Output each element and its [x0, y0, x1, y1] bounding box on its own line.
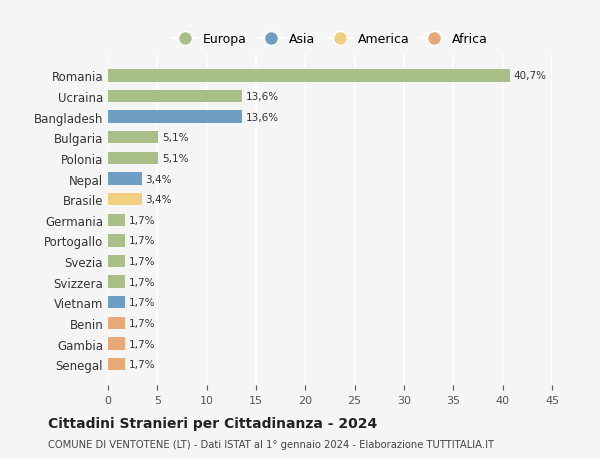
Text: 3,4%: 3,4% — [145, 174, 172, 184]
Bar — [108, 317, 125, 330]
Bar — [108, 70, 509, 83]
Text: Cittadini Stranieri per Cittadinanza - 2024: Cittadini Stranieri per Cittadinanza - 2… — [48, 416, 377, 430]
Bar — [108, 152, 158, 165]
Text: 1,7%: 1,7% — [129, 236, 155, 246]
Bar — [108, 194, 142, 206]
Legend: Europa, Asia, America, Africa: Europa, Asia, America, Africa — [167, 28, 493, 51]
Bar — [108, 111, 242, 123]
Bar — [108, 214, 125, 226]
Bar — [108, 358, 125, 370]
Text: 5,1%: 5,1% — [162, 133, 189, 143]
Text: 1,7%: 1,7% — [129, 339, 155, 349]
Bar — [108, 173, 142, 185]
Text: 1,7%: 1,7% — [129, 297, 155, 308]
Bar — [108, 235, 125, 247]
Text: 13,6%: 13,6% — [246, 92, 279, 102]
Bar — [108, 91, 242, 103]
Bar — [108, 255, 125, 268]
Text: COMUNE DI VENTOTENE (LT) - Dati ISTAT al 1° gennaio 2024 - Elaborazione TUTTITAL: COMUNE DI VENTOTENE (LT) - Dati ISTAT al… — [48, 440, 494, 449]
Bar — [108, 338, 125, 350]
Bar — [108, 297, 125, 309]
Text: 1,7%: 1,7% — [129, 215, 155, 225]
Text: 1,7%: 1,7% — [129, 318, 155, 328]
Text: 1,7%: 1,7% — [129, 257, 155, 267]
Text: 40,7%: 40,7% — [514, 71, 547, 81]
Bar — [108, 276, 125, 288]
Text: 1,7%: 1,7% — [129, 359, 155, 369]
Bar — [108, 132, 158, 144]
Text: 5,1%: 5,1% — [162, 154, 189, 163]
Text: 13,6%: 13,6% — [246, 112, 279, 123]
Text: 3,4%: 3,4% — [145, 195, 172, 205]
Text: 1,7%: 1,7% — [129, 277, 155, 287]
